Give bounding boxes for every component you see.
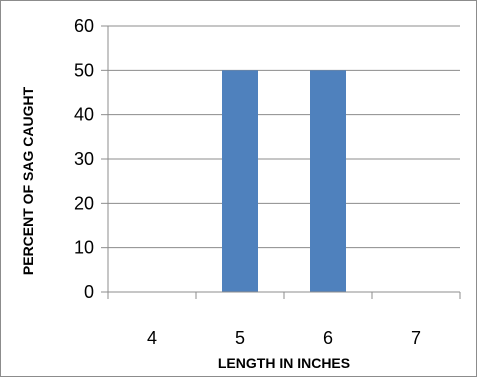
bar-6 — [310, 70, 346, 292]
x-tick-label-5: 5 — [235, 328, 245, 348]
x-tick-labels: 4 5 6 7 — [147, 328, 421, 348]
y-tick-label-40: 40 — [74, 105, 94, 125]
x-tick-label-4: 4 — [147, 328, 157, 348]
y-tick-label-60: 60 — [74, 16, 94, 36]
gridlines — [108, 25, 460, 249]
y-tick-label-10: 10 — [74, 238, 94, 258]
y-tick-labels: 0 10 20 30 40 50 60 — [74, 16, 94, 302]
y-tick-label-30: 30 — [74, 149, 94, 169]
axes — [101, 25, 461, 299]
y-tick-label-0: 0 — [84, 282, 94, 302]
y-tick-label-50: 50 — [74, 60, 94, 80]
bar-5 — [222, 70, 258, 292]
x-tick-label-6: 6 — [323, 328, 333, 348]
x-axis-title: LENGTH IN INCHES — [218, 355, 350, 371]
y-axis-title: PERCENT OF SAG CAUGHT — [20, 86, 36, 275]
x-tick-label-7: 7 — [411, 328, 421, 348]
y-tick-label-20: 20 — [74, 193, 94, 213]
bars — [222, 70, 346, 292]
